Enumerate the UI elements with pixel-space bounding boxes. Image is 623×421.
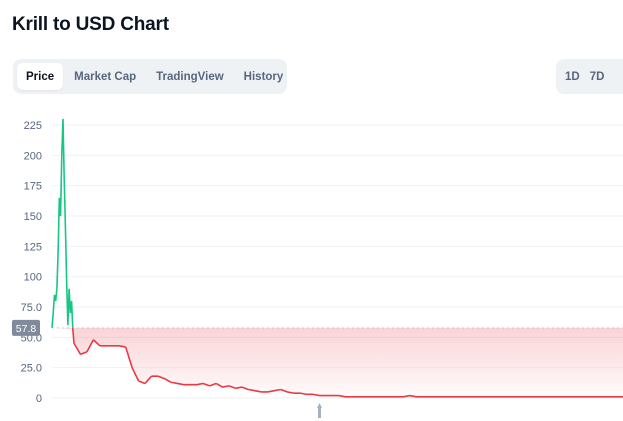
- tab-price[interactable]: Price: [17, 63, 64, 90]
- time-range-tabs: 1D 7D: [556, 59, 623, 94]
- tab-history[interactable]: History: [243, 70, 284, 83]
- tab-tradingview[interactable]: TradingView: [156, 70, 224, 83]
- y-tick-label: 175: [24, 181, 42, 193]
- range-1d[interactable]: 1D: [565, 70, 580, 83]
- y-tick-label: 200: [24, 150, 42, 162]
- range-7d[interactable]: 7D: [589, 70, 605, 83]
- scroll-marker-tip-icon: [317, 403, 322, 408]
- y-tick-label: 75.0: [21, 302, 42, 314]
- price-line-up: [51, 118, 74, 328]
- y-tick-label: 0: [36, 393, 42, 405]
- y-tick-label: 225: [24, 120, 42, 132]
- y-tick-label: 25.0: [21, 363, 42, 375]
- tab-market-cap[interactable]: Market Cap: [74, 70, 137, 83]
- price-line-down: [71, 327, 623, 398]
- page-title: Krill to USD Chart: [12, 14, 169, 35]
- baseline-badge: [12, 319, 40, 336]
- y-tick-label: 100: [24, 272, 42, 284]
- y-tick-label: 125: [24, 241, 42, 253]
- scroll-marker-icon[interactable]: [318, 408, 321, 418]
- chart-type-tabs: Price Market Cap TradingView History: [13, 59, 287, 94]
- baseline-badge-label: 57.8: [16, 323, 37, 335]
- y-tick-label: 150: [24, 211, 42, 223]
- below-baseline-area: [52, 327, 623, 397]
